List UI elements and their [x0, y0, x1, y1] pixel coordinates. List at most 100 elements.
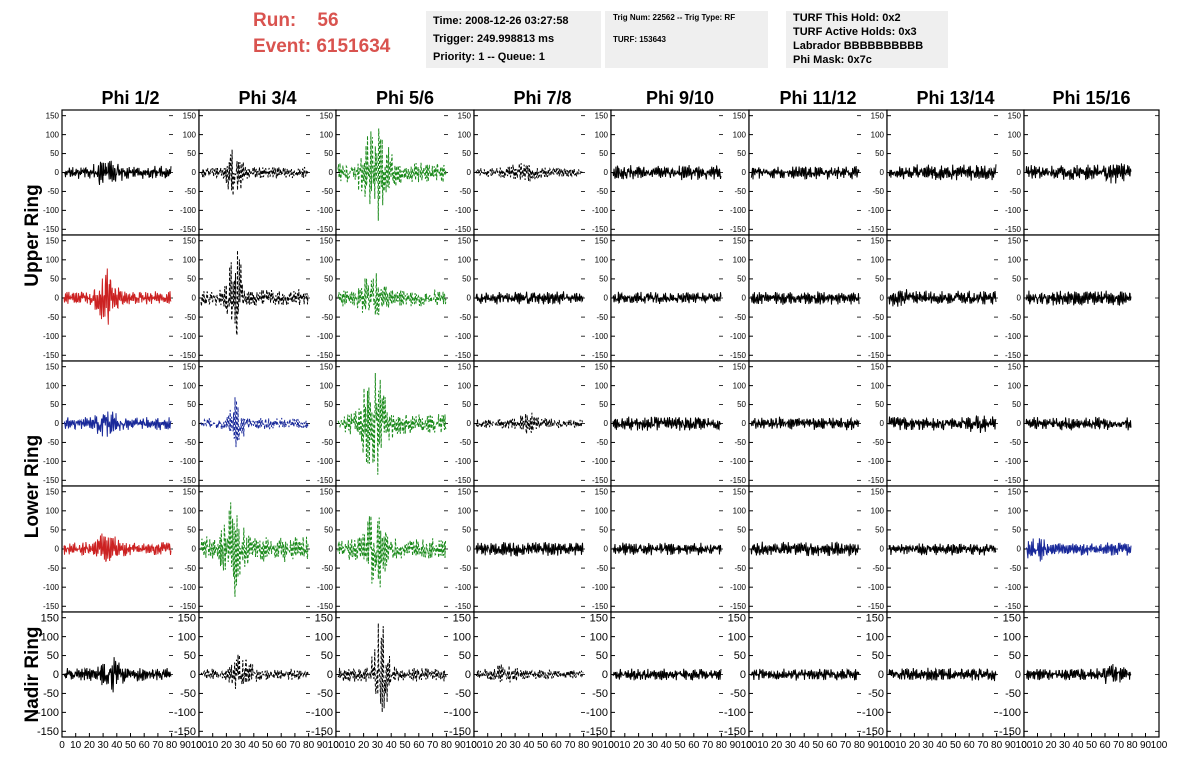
panel-frame — [335, 485, 475, 613]
y-tick-label: 100 — [183, 255, 197, 264]
y-tick-label: 150 — [320, 487, 334, 496]
y-tick-label: -100 — [730, 457, 747, 466]
x-tick-label: 60 — [964, 740, 976, 751]
y-tick-label: 100 — [178, 631, 196, 643]
priority-line: Priority: 1 -- Queue: 1 — [433, 51, 545, 63]
y-tick-label: 50 — [596, 650, 608, 662]
x-tick-label: 20 — [221, 740, 233, 751]
x-tick-label: 50 — [674, 740, 686, 751]
y-tick-label: -50 — [872, 438, 884, 447]
y-tick-label: 0 — [467, 168, 472, 177]
x-tick-label: 10 — [1032, 740, 1044, 751]
y-tick-label: -100 — [999, 707, 1021, 719]
y-tick-label: 150 — [1008, 236, 1022, 245]
waveform-trace — [337, 516, 447, 588]
x-tick-label: 90 — [1005, 740, 1017, 751]
y-tick-label: 150 — [866, 612, 884, 624]
time-info-box: Time: 2008-12-26 03:27:58 Trigger: 249.9… — [426, 11, 601, 68]
y-tick-label: -150 — [730, 602, 747, 611]
y-tick-label: 100 — [183, 381, 197, 390]
y-tick-label: -150 — [1005, 602, 1022, 611]
y-tick-label: 150 — [46, 362, 60, 371]
x-tick-label: 80 — [991, 740, 1003, 751]
y-tick-label: -50 — [180, 688, 196, 700]
y-tick-label: 0 — [604, 168, 609, 177]
x-tick-label: 50 — [812, 740, 824, 751]
y-tick-label: -50 — [47, 564, 59, 573]
y-tick-label: -150 — [868, 602, 885, 611]
x-tick-label: 10 — [619, 740, 631, 751]
y-tick-label: 150 — [46, 236, 60, 245]
y-tick-label: -150 — [180, 351, 197, 360]
y-tick-label: -150 — [592, 351, 609, 360]
x-tick-label: 10 — [70, 740, 82, 751]
x-tick-label: 10 — [757, 740, 769, 751]
x-tick-label: 30 — [372, 740, 384, 751]
y-tick-label: 0 — [55, 419, 60, 428]
waveform-trace — [750, 667, 860, 681]
y-tick-label: 150 — [871, 236, 885, 245]
y-tick-label: 150 — [733, 236, 747, 245]
y-tick-label: 100 — [41, 631, 59, 643]
y-tick-label: 150 — [1008, 111, 1022, 120]
x-tick-label: 40 — [799, 740, 811, 751]
column-title: Phi 3/4 — [238, 88, 296, 108]
y-tick-label: 150 — [41, 612, 59, 624]
y-tick-label: -100 — [730, 206, 747, 215]
y-tick-label: -150 — [455, 476, 472, 485]
y-tick-label: -50 — [734, 187, 746, 196]
x-tick-label: 80 — [166, 740, 178, 751]
y-tick-label: 150 — [320, 362, 334, 371]
waveform-panel: -150 -100 -50 0 50 100 150 — [748, 360, 888, 487]
waveform-trace — [201, 149, 309, 196]
waveform-trace — [475, 412, 583, 434]
y-tick-label: -50 — [321, 564, 333, 573]
waveform-panel: -150 -100 -50 0 50 100 150 — [335, 485, 475, 613]
x-tick-label: 80 — [441, 740, 453, 751]
column-title: Phi 7/8 — [513, 88, 571, 108]
y-tick-label: 50 — [47, 650, 59, 662]
y-tick-label: -100 — [37, 707, 59, 719]
y-tick-label: 100 — [46, 130, 60, 139]
y-tick-label: 0 — [465, 669, 471, 681]
x-tick-label: 0 — [1021, 740, 1027, 751]
y-tick-label: 50 — [462, 400, 471, 409]
y-tick-label: 150 — [595, 487, 609, 496]
time-line: Time: 2008-12-26 03:27:58 — [433, 15, 569, 27]
y-tick-label: -150 — [455, 351, 472, 360]
x-tick-label: 100 — [191, 740, 208, 751]
x-tick-label: 50 — [537, 740, 549, 751]
y-tick-label: -100 — [868, 583, 885, 592]
y-tick-label: -50 — [730, 688, 746, 700]
y-tick-label: 50 — [875, 149, 884, 158]
y-tick-label: -150 — [999, 726, 1021, 738]
waveform-panel: -150 -100 -50 0 50 100 150 — [473, 360, 612, 487]
y-tick-label: 50 — [187, 526, 196, 535]
y-tick-label: -150 — [455, 602, 472, 611]
y-tick-label: -50 — [734, 564, 746, 573]
y-tick-label: -50 — [184, 438, 196, 447]
waveform-panel: -150 -100 -50 0 50 100 150 — [610, 360, 750, 487]
phi-mask-line: Phi Mask: 0x7c — [793, 54, 872, 66]
y-tick-label: -150 — [586, 726, 608, 738]
y-tick-label: 100 — [46, 255, 60, 264]
y-tick-label: -100 — [862, 707, 884, 719]
y-tick-label: 0 — [742, 294, 747, 303]
y-tick-label: -50 — [321, 438, 333, 447]
x-tick-label: 50 — [262, 740, 274, 751]
y-tick-label: -100 — [43, 332, 60, 341]
row-group-label: Nadir Ring — [22, 626, 43, 722]
x-tick-label: 10 — [344, 740, 356, 751]
waveform-trace — [612, 668, 722, 681]
x-tick-label: 10 — [482, 740, 494, 751]
y-tick-label: -100 — [455, 332, 472, 341]
waveform-panel: -150 -100 -50 0 50 100 150 — [886, 234, 1025, 362]
y-tick-label: -50 — [321, 313, 333, 322]
x-tick-label: 60 — [413, 740, 425, 751]
waveform-trace — [750, 291, 860, 305]
waveform-trace — [475, 664, 584, 683]
x-tick-label: 30 — [235, 740, 247, 751]
y-tick-label: 0 — [55, 294, 60, 303]
y-tick-label: -150 — [180, 602, 197, 611]
y-tick-label: 0 — [1017, 419, 1022, 428]
